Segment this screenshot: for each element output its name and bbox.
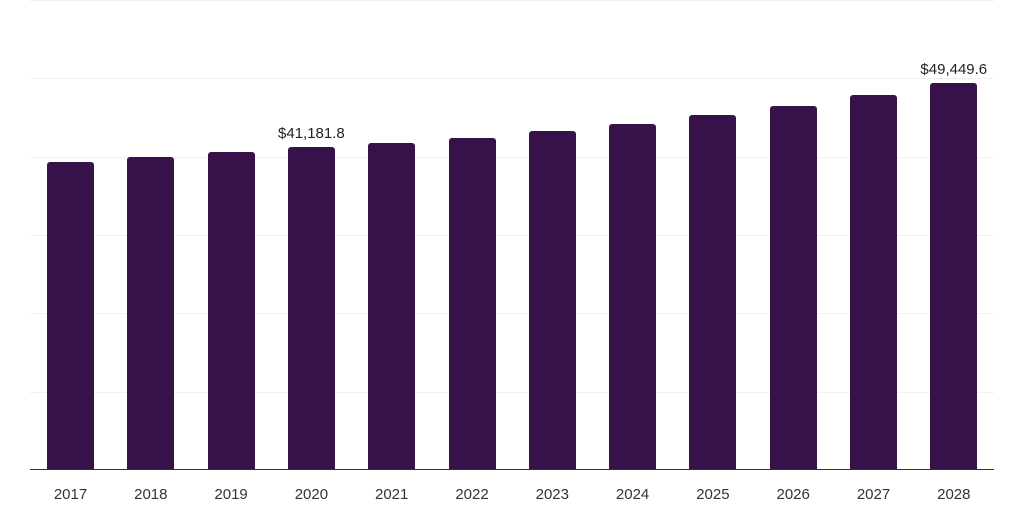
data-label: $49,449.6 bbox=[920, 60, 988, 78]
x-tick-label: 2026 bbox=[776, 486, 810, 503]
bar-2018 bbox=[127, 157, 175, 470]
x-tick-label: 2018 bbox=[134, 486, 168, 503]
bar-2026 bbox=[769, 105, 817, 470]
x-tick-label: 2019 bbox=[214, 486, 248, 503]
bar-2023 bbox=[528, 130, 576, 470]
bar-2017 bbox=[47, 162, 94, 470]
bar-2027 bbox=[850, 94, 897, 470]
bar-2020 bbox=[287, 147, 335, 470]
x-tick-label: 2028 bbox=[937, 486, 971, 503]
bar-2021 bbox=[368, 142, 416, 470]
bar-2019 bbox=[207, 151, 255, 470]
gridline bbox=[30, 157, 994, 158]
x-tick-label: 2024 bbox=[615, 486, 650, 503]
x-tick-label: 2020 bbox=[294, 486, 329, 503]
bar-2028 bbox=[930, 82, 978, 470]
gridline bbox=[30, 392, 994, 393]
x-tick-label: 2022 bbox=[455, 486, 489, 503]
x-axis-line bbox=[30, 469, 994, 470]
gridline bbox=[30, 0, 994, 1]
gridline bbox=[30, 78, 994, 79]
x-tick-label: 2023 bbox=[535, 486, 569, 503]
data-label: $41,181.8 bbox=[278, 125, 345, 143]
gridline bbox=[30, 313, 994, 314]
x-tick-label: 2025 bbox=[696, 486, 730, 503]
bar-2025 bbox=[689, 115, 737, 470]
gridline bbox=[30, 235, 994, 236]
x-tick-label: 2017 bbox=[53, 486, 88, 503]
x-tick-label: 2027 bbox=[856, 486, 891, 503]
bar-2022 bbox=[448, 137, 496, 470]
bar-2024 bbox=[609, 123, 657, 470]
x-tick-label: 2021 bbox=[375, 486, 409, 503]
